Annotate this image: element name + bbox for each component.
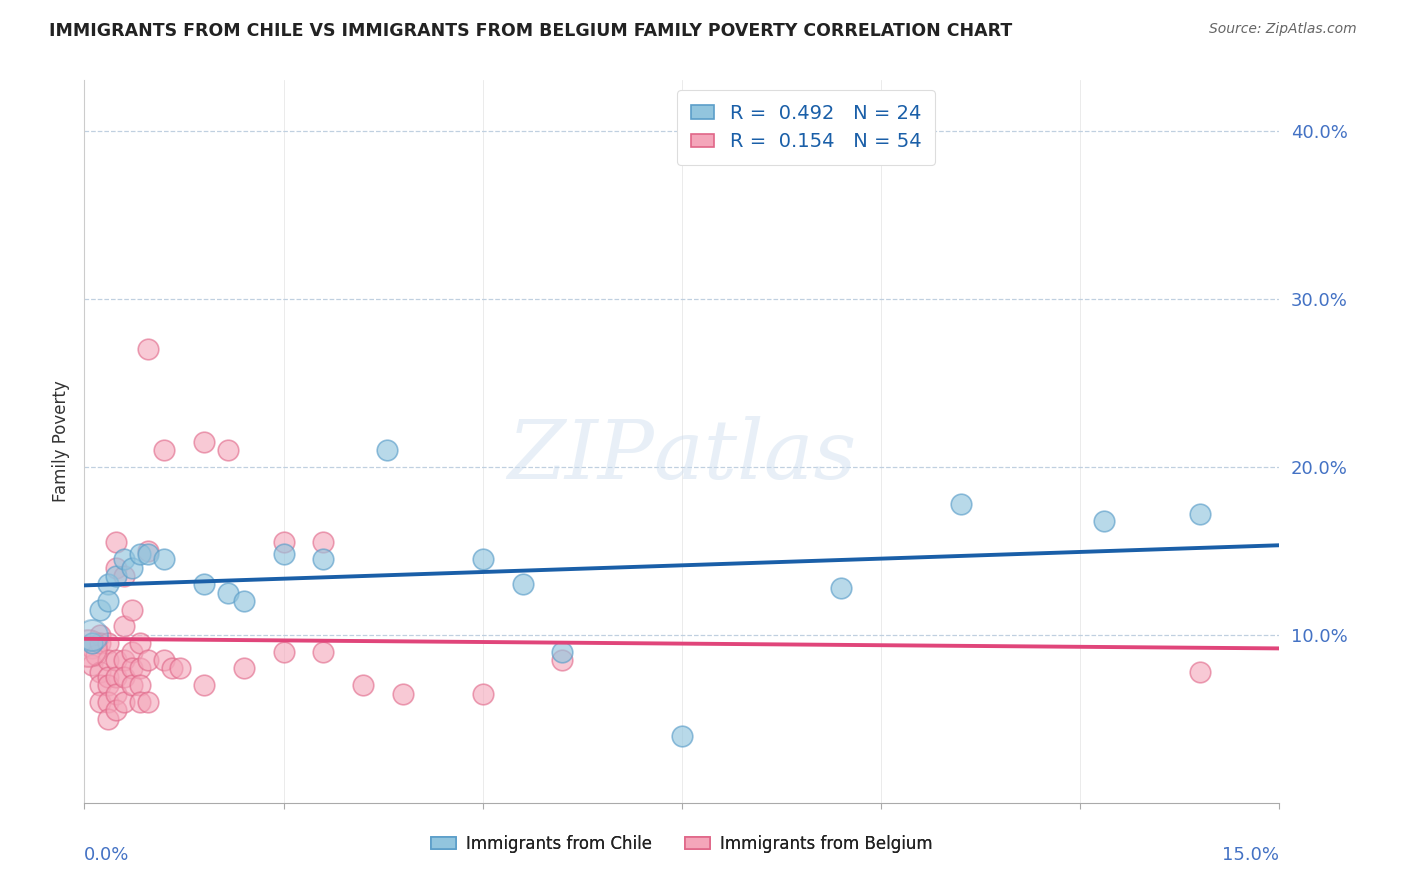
Point — [312, 644, 335, 658]
Point — [392, 687, 415, 701]
Point — [97, 636, 120, 650]
Point — [89, 665, 111, 679]
Point — [193, 434, 215, 449]
Point — [112, 695, 135, 709]
Point — [193, 577, 215, 591]
Point — [97, 712, 120, 726]
Point — [129, 678, 152, 692]
Text: Source: ZipAtlas.com: Source: ZipAtlas.com — [1209, 22, 1357, 37]
Point — [89, 678, 111, 692]
Point — [1092, 514, 1115, 528]
Point — [471, 552, 494, 566]
Point — [273, 547, 295, 561]
Point — [153, 552, 176, 566]
Point — [375, 442, 398, 457]
Point — [89, 602, 111, 616]
Text: 15.0%: 15.0% — [1222, 847, 1279, 864]
Point — [105, 687, 128, 701]
Point — [671, 729, 693, 743]
Point — [273, 644, 295, 658]
Point — [97, 577, 120, 591]
Point — [105, 670, 128, 684]
Point — [1188, 507, 1211, 521]
Point — [512, 577, 534, 591]
Text: ZIP​atlas: ZIP​atlas — [508, 416, 856, 496]
Point — [830, 581, 852, 595]
Point — [82, 628, 104, 642]
Point — [160, 661, 183, 675]
Point — [112, 619, 135, 633]
Point — [136, 543, 159, 558]
Point — [136, 342, 159, 356]
Point — [105, 560, 128, 574]
Point — [89, 695, 111, 709]
Point — [217, 586, 239, 600]
Point — [312, 535, 335, 549]
Point — [153, 442, 176, 457]
Point — [97, 653, 120, 667]
Point — [89, 628, 111, 642]
Point — [551, 653, 574, 667]
Point — [169, 661, 191, 675]
Point — [89, 636, 111, 650]
Point — [273, 535, 295, 549]
Point — [86, 648, 108, 662]
Point — [121, 678, 143, 692]
Point — [129, 661, 152, 675]
Point — [105, 703, 128, 717]
Point — [82, 658, 104, 673]
Point — [82, 636, 104, 650]
Point — [129, 695, 152, 709]
Point — [352, 678, 374, 692]
Point — [121, 644, 143, 658]
Point — [77, 641, 100, 656]
Point — [471, 687, 494, 701]
Point — [105, 569, 128, 583]
Point — [105, 535, 128, 549]
Y-axis label: Family Poverty: Family Poverty — [52, 381, 70, 502]
Point — [136, 653, 159, 667]
Point — [129, 547, 152, 561]
Point — [153, 653, 176, 667]
Point — [97, 670, 120, 684]
Point — [112, 653, 135, 667]
Point — [949, 497, 972, 511]
Point — [312, 552, 335, 566]
Point — [112, 569, 135, 583]
Point — [1188, 665, 1211, 679]
Point — [105, 653, 128, 667]
Point — [97, 594, 120, 608]
Point — [129, 636, 152, 650]
Point — [97, 678, 120, 692]
Point — [136, 695, 159, 709]
Point — [232, 661, 254, 675]
Point — [232, 594, 254, 608]
Point — [112, 552, 135, 566]
Point — [193, 678, 215, 692]
Point — [121, 661, 143, 675]
Point — [217, 442, 239, 457]
Text: IMMIGRANTS FROM CHILE VS IMMIGRANTS FROM BELGIUM FAMILY POVERTY CORRELATION CHAR: IMMIGRANTS FROM CHILE VS IMMIGRANTS FROM… — [49, 22, 1012, 40]
Point — [121, 560, 143, 574]
Point — [97, 695, 120, 709]
Legend: Immigrants from Chile, Immigrants from Belgium: Immigrants from Chile, Immigrants from B… — [425, 828, 939, 860]
Point — [112, 670, 135, 684]
Point — [121, 602, 143, 616]
Point — [82, 641, 104, 656]
Point — [136, 547, 159, 561]
Point — [551, 644, 574, 658]
Text: 0.0%: 0.0% — [84, 847, 129, 864]
